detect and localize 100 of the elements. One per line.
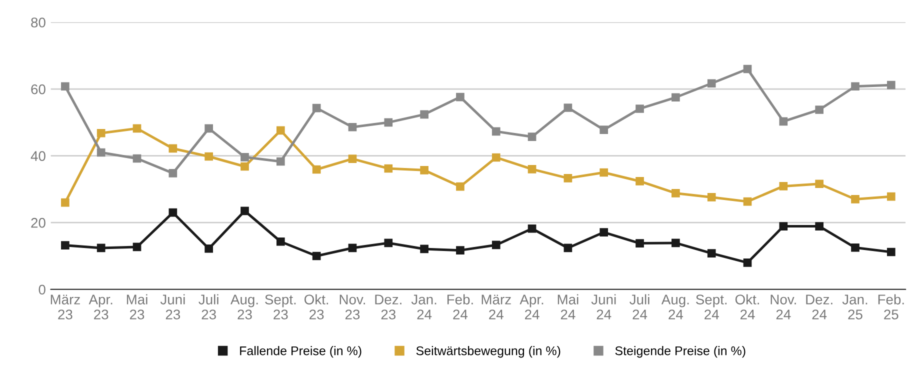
- x-tick-label: Juni 23: [160, 294, 185, 320]
- point: [672, 93, 680, 102]
- point: [240, 152, 249, 162]
- x-tick-label: Juli 24: [630, 294, 650, 320]
- x-tick-label: Sept. 23: [265, 294, 296, 320]
- point: [636, 177, 644, 186]
- point: [348, 122, 357, 132]
- y-tick-label: 0: [38, 284, 46, 295]
- point: [672, 238, 680, 248]
- x-tick-label: Mai 23: [126, 294, 148, 320]
- point: [312, 104, 321, 112]
- x-tick-label: Juli 23: [198, 294, 218, 320]
- point: [348, 154, 357, 163]
- point: [132, 154, 142, 163]
- point: [707, 79, 716, 88]
- point: [240, 162, 249, 171]
- point: [600, 126, 608, 134]
- point: [492, 127, 500, 136]
- point: [96, 128, 106, 138]
- point: [384, 164, 393, 173]
- x-tick-label: Okt. 23: [304, 294, 328, 320]
- point: [815, 222, 824, 230]
- point: [707, 249, 716, 258]
- point: [528, 165, 536, 174]
- point: [564, 104, 572, 112]
- x-tick-label: Jan. 24: [411, 294, 436, 320]
- point: [743, 258, 752, 267]
- point: [96, 148, 106, 157]
- point: [61, 241, 70, 250]
- point: [851, 82, 860, 91]
- point: [276, 157, 285, 166]
- point: [420, 244, 428, 254]
- point: [851, 243, 860, 252]
- y-tick-label: 20: [31, 218, 46, 228]
- point: [61, 198, 70, 207]
- x-tick-label: Sept. 24: [696, 294, 727, 320]
- x-tick-label: Dez. 23: [375, 294, 402, 320]
- point: [204, 244, 213, 253]
- y-tick-label: 80: [31, 18, 46, 28]
- x-tick-label: Juni 24: [591, 294, 616, 320]
- point: [132, 242, 142, 252]
- point: [636, 104, 644, 113]
- x-tick-label: März 23: [50, 294, 80, 320]
- point: [743, 197, 752, 206]
- point: [779, 117, 788, 126]
- x-tick-label: Okt. 24: [735, 294, 759, 320]
- point: [564, 174, 572, 182]
- x-tick-label: Nov. 24: [770, 294, 796, 320]
- point: [348, 244, 357, 252]
- point: [886, 248, 896, 256]
- x-tick-label: Apr. 23: [88, 294, 112, 320]
- point: [886, 80, 896, 90]
- point: [96, 244, 106, 252]
- point: [456, 182, 464, 191]
- x-tick-label: Dez. 24: [806, 294, 832, 320]
- x-tick-label: Nov. 23: [340, 294, 365, 320]
- point: [168, 144, 178, 153]
- point: [492, 240, 500, 250]
- point: [61, 82, 70, 91]
- point: [132, 124, 142, 133]
- point: [851, 195, 860, 204]
- y-tick-label: 60: [31, 84, 46, 94]
- point: [528, 132, 536, 141]
- point: [312, 252, 321, 260]
- x-tick-label: Feb. 25: [878, 294, 904, 320]
- point: [707, 193, 716, 202]
- point: [168, 169, 178, 178]
- x-tick-label: Aug. 23: [230, 294, 258, 320]
- point: [528, 224, 536, 233]
- point: [815, 106, 824, 114]
- point: [276, 126, 285, 135]
- point: [276, 237, 285, 246]
- point: [456, 246, 464, 254]
- point: [420, 166, 428, 174]
- x-tick-label: Aug. 24: [661, 294, 689, 320]
- point: [779, 222, 788, 230]
- legend-label: Seitwärtsbewegung (in %): [416, 346, 560, 358]
- x-tick-label: Apr. 24: [520, 294, 544, 320]
- point: [384, 238, 393, 248]
- point: [456, 92, 464, 102]
- x-tick-label: März 24: [482, 294, 511, 320]
- point: [743, 64, 752, 74]
- point: [420, 110, 428, 119]
- x-tick-label: Jan. 25: [842, 294, 868, 320]
- point: [312, 165, 321, 174]
- point: [815, 180, 824, 188]
- point: [600, 168, 608, 177]
- legend-label: Steigende Preise (in %): [615, 346, 746, 358]
- point: [168, 208, 178, 217]
- x-tick-label: Mai 24: [558, 294, 578, 320]
- legend-label: Fallende Preise (in %): [240, 346, 362, 358]
- point: [600, 228, 608, 236]
- point: [204, 152, 213, 161]
- point: [564, 244, 572, 252]
- x-tick-label: Feb. 24: [447, 294, 473, 320]
- point: [492, 153, 500, 162]
- point: [636, 239, 644, 248]
- point: [204, 124, 213, 133]
- point: [886, 192, 896, 201]
- point: [672, 189, 680, 198]
